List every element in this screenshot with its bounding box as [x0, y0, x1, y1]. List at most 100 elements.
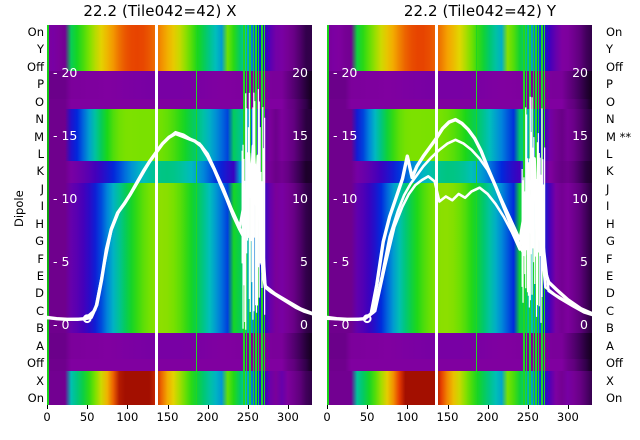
x-axis-tick: [487, 405, 489, 409]
data-stripe: [196, 25, 198, 405]
inner-tick-label: 20: [572, 65, 588, 80]
categorical-tick-label: E: [606, 269, 614, 283]
categorical-tick-label: J: [40, 181, 44, 196]
categorical-tick-label: N: [35, 112, 44, 127]
inner-tick-label: 10: [292, 191, 308, 206]
heatmap-band: [47, 359, 312, 371]
x-axis-tick: [247, 405, 249, 409]
x-axis-tick: [287, 405, 289, 409]
categorical-tick-label: P: [37, 77, 44, 92]
x-axis-tick-label: 300: [556, 410, 579, 424]
inner-tick-label: 5: [300, 254, 308, 269]
x-axis-tick: [527, 405, 529, 409]
x-axis-tick: [567, 405, 569, 409]
x-axis-left-panel: 0 50 100 150 200 250 300: [43, 405, 312, 439]
categorical-tick-label: M **: [606, 129, 632, 144]
categorical-axis-right: On Y Off P O N M ** L K J I H G F E D C B A Off X On: [606, 25, 640, 405]
amplitude-trace: [47, 130, 312, 321]
x-axis-tick: [327, 405, 328, 409]
data-stripe: [476, 25, 478, 405]
x-axis-tick: [407, 405, 409, 409]
x-axis-tick-label: 50: [79, 410, 95, 424]
categorical-tick-label: B: [606, 321, 614, 336]
categorical-tick-label: E: [36, 269, 44, 283]
x-axis-tick-label: 150: [156, 410, 179, 424]
heatmap-band: [327, 371, 592, 405]
categorical-tick-label: I: [40, 199, 44, 214]
heatmap-band: [47, 333, 312, 359]
cursor-line[interactable]: [435, 25, 439, 405]
categorical-tick-label: On: [27, 391, 44, 405]
categorical-tick-label: F: [37, 251, 44, 266]
heatmap-band: [47, 99, 312, 109]
amplitude-trace: [327, 175, 592, 322]
inner-tick-label: - 10: [333, 191, 358, 206]
inner-tick-label: - 10: [53, 191, 78, 206]
x-axis-tick-label: 300: [276, 410, 299, 424]
categorical-tick-label: P: [606, 77, 613, 92]
x-axis-tick-label: 50: [359, 410, 375, 424]
inner-tick-label: 15: [572, 128, 588, 143]
categorical-tick-label: B: [36, 321, 44, 336]
inner-tick-label: - 0: [53, 317, 70, 332]
x-axis-tick-label: 200: [476, 410, 499, 424]
heatmap-band: [47, 25, 312, 71]
inner-tick-label: - 15: [333, 128, 358, 143]
categorical-tick-label: I: [606, 199, 610, 214]
amplitude-trace: [327, 117, 592, 322]
categorical-tick-label: Off: [606, 59, 623, 74]
categorical-tick-label: X: [36, 373, 44, 388]
categorical-tick-label: F: [606, 251, 613, 266]
trace-marker[interactable]: [362, 314, 372, 324]
categorical-tick-label: K: [606, 164, 614, 179]
categorical-tick-label: M: [34, 129, 44, 144]
x-axis-tick-label: 100: [396, 410, 419, 424]
categorical-tick-label: O: [606, 94, 616, 109]
categorical-tick-label: Off: [606, 356, 623, 371]
categorical-tick-label: On: [606, 391, 623, 405]
x-axis-tick: [447, 405, 449, 409]
categorical-tick-label: A: [606, 338, 614, 353]
x-axis-tick-label: 250: [516, 410, 539, 424]
inner-tick-label: 0: [580, 317, 588, 332]
inner-tick-label: 5: [580, 254, 588, 269]
trace-marker[interactable]: [82, 314, 92, 324]
trace-overlay: [327, 96, 592, 324]
inner-tick-label: - 15: [53, 128, 78, 143]
inner-tick-label: 0: [300, 317, 308, 332]
x-axis-tick-label: 150: [436, 410, 459, 424]
heatmap-band: [47, 183, 312, 333]
categorical-tick-label: A: [36, 338, 44, 353]
x-axis-tick-label: 100: [116, 410, 139, 424]
x-axis-tick-label: 200: [196, 410, 219, 424]
categorical-tick-label: G: [606, 234, 615, 249]
categorical-tick-label: L: [37, 147, 44, 161]
x-axis-tick: [167, 405, 169, 409]
panel-y-title: 22.2 (Tile042=42) Y: [403, 2, 557, 20]
inner-tick-label: - 5: [333, 254, 350, 269]
edge-stripe: [47, 25, 49, 405]
categorical-tick-label: J: [606, 181, 610, 196]
categorical-tick-label: D: [606, 286, 615, 301]
heatmap-band: [47, 71, 312, 99]
panel-x-title: 22.2 (Tile042=42) X: [83, 2, 237, 20]
trace-overlay: [47, 89, 312, 330]
cursor-line[interactable]: [155, 25, 159, 405]
x-axis-tick-label: 0: [323, 410, 331, 424]
heatmap-band: [47, 371, 312, 405]
heatmap-band: [327, 99, 592, 109]
categorical-tick-label: O: [34, 94, 44, 109]
x-axis-tick: [87, 405, 89, 409]
x-axis-tick: [127, 405, 129, 409]
inner-tick-label: 10: [572, 191, 588, 206]
heatmap-band: [327, 25, 592, 71]
x-axis-tick-label: 250: [236, 410, 259, 424]
edge-stripe: [327, 25, 329, 405]
heatmap-band: [327, 109, 592, 161]
heatmap-band: [327, 359, 592, 371]
categorical-tick-label: H: [606, 216, 615, 231]
